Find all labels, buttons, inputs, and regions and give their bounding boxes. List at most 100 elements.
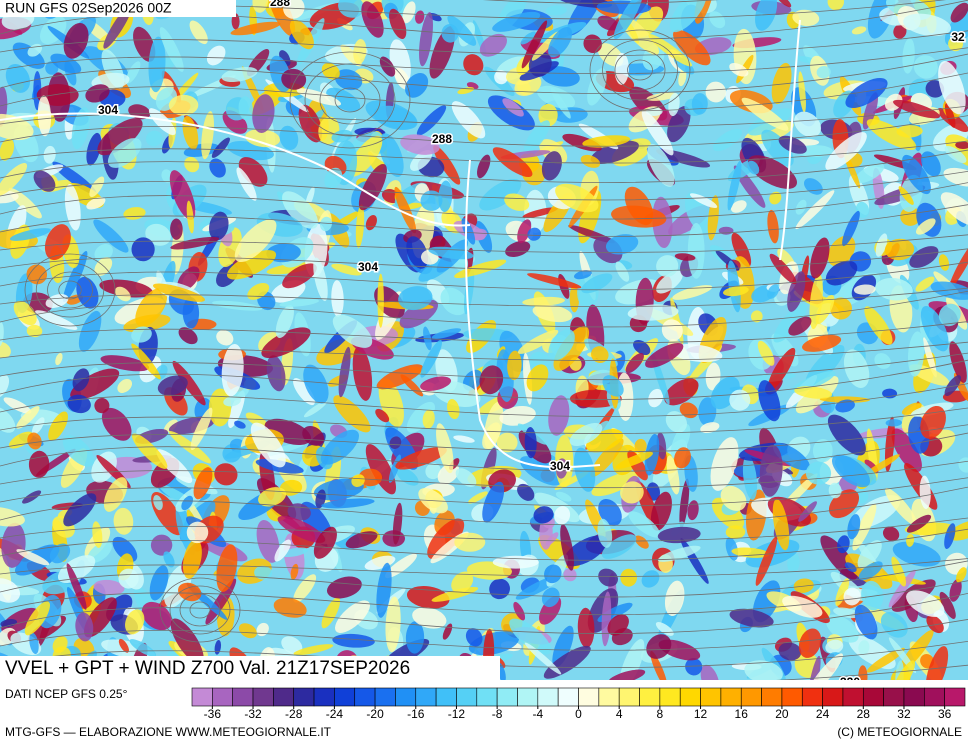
field-blob (62, 435, 95, 467)
field-blob (513, 601, 526, 621)
field-blob (955, 141, 968, 150)
field-blob (361, 1, 384, 38)
field-blob (921, 151, 941, 177)
field-blob (827, 414, 866, 456)
field-blob (254, 565, 273, 580)
streamline (0, 149, 968, 183)
field-blob (648, 34, 692, 67)
field-blob (26, 324, 43, 338)
field-blob (178, 327, 198, 345)
field-blob (89, 176, 105, 198)
field-blob (788, 316, 812, 336)
field-blob (331, 280, 344, 317)
field-blob (858, 640, 870, 655)
field-blob (114, 286, 131, 302)
field-blob (131, 237, 155, 262)
streamline (0, 115, 968, 147)
field-blob (541, 587, 560, 608)
field-blob (843, 349, 870, 388)
streamline (0, 352, 968, 381)
field-blob (250, 422, 286, 468)
field-blob (416, 105, 447, 136)
field-blob (455, 468, 477, 487)
field-blob (148, 108, 176, 136)
field-blob (949, 239, 968, 289)
streamline (0, 460, 968, 489)
field-blob (5, 63, 31, 93)
field-blob (126, 61, 141, 84)
streamline (0, 30, 968, 56)
colorbar-tick-label: 36 (938, 707, 952, 721)
field-blob (641, 110, 674, 156)
colorbar-tick-label: 8 (657, 707, 664, 721)
field-blob (720, 485, 747, 511)
field-blob (377, 273, 384, 328)
field-blob (925, 646, 949, 680)
field-blob (170, 618, 204, 664)
colorbar-box (252, 687, 274, 707)
field-blob (55, 353, 63, 366)
field-blob (778, 642, 802, 661)
streamline (0, 560, 968, 598)
field-blob (884, 238, 915, 261)
field-blob (647, 143, 675, 187)
field-blob (657, 545, 701, 562)
field-blob (333, 395, 371, 433)
colorbar-tick-label: 28 (857, 707, 871, 721)
field-blob (541, 151, 562, 181)
field-blob (117, 379, 133, 393)
field-blob (279, 125, 299, 151)
field-blob (938, 254, 950, 271)
field-blob (767, 284, 780, 299)
field-blob (230, 21, 281, 36)
field-blob (0, 322, 4, 347)
field-blob (656, 270, 683, 294)
field-blob (769, 191, 782, 205)
field-blob (376, 562, 392, 618)
field-blob (422, 409, 435, 429)
field-blob (893, 99, 940, 119)
field-blob (462, 369, 483, 391)
field-blob (645, 342, 684, 368)
field-blob (664, 580, 685, 616)
field-blob (950, 2, 968, 23)
colorbar-tick-label: 4 (616, 707, 623, 721)
field-blob (862, 92, 879, 130)
streamline (0, 248, 968, 272)
field-blob (866, 647, 905, 673)
streamline (0, 424, 968, 453)
field-blob (48, 411, 68, 441)
streamline (0, 234, 968, 253)
colorbar-box (659, 687, 681, 707)
field-blob (915, 218, 936, 235)
field-blob (385, 596, 401, 653)
field-blob (190, 407, 213, 451)
field-blob (545, 5, 567, 16)
field-blob (234, 219, 277, 263)
field-blob (761, 129, 794, 167)
field-blob (825, 639, 844, 654)
colorbar-box (924, 687, 945, 707)
field-blob (955, 567, 967, 583)
field-blob (842, 210, 860, 247)
streamline (0, 341, 968, 361)
field-blob (389, 8, 407, 40)
colorbar-box (476, 687, 498, 707)
field-blob (808, 653, 843, 680)
credit-label: MTG-GFS — ELABORAZIONE WWW.METEOGIORNALE… (5, 725, 332, 739)
field-blob (33, 170, 56, 192)
field-blob (0, 113, 34, 141)
field-blob (825, 132, 867, 171)
field-blob (331, 263, 362, 276)
field-blob (794, 386, 833, 399)
field-blob (145, 223, 171, 246)
colorbar-box (232, 687, 254, 707)
field-blob (620, 481, 644, 504)
field-blob (50, 53, 82, 74)
streamline-vortex (189, 601, 211, 619)
field-blob (940, 192, 968, 226)
field-blob (949, 579, 962, 602)
field-blob (313, 257, 328, 302)
colorbar-box (903, 687, 925, 707)
field-blob (499, 406, 536, 426)
